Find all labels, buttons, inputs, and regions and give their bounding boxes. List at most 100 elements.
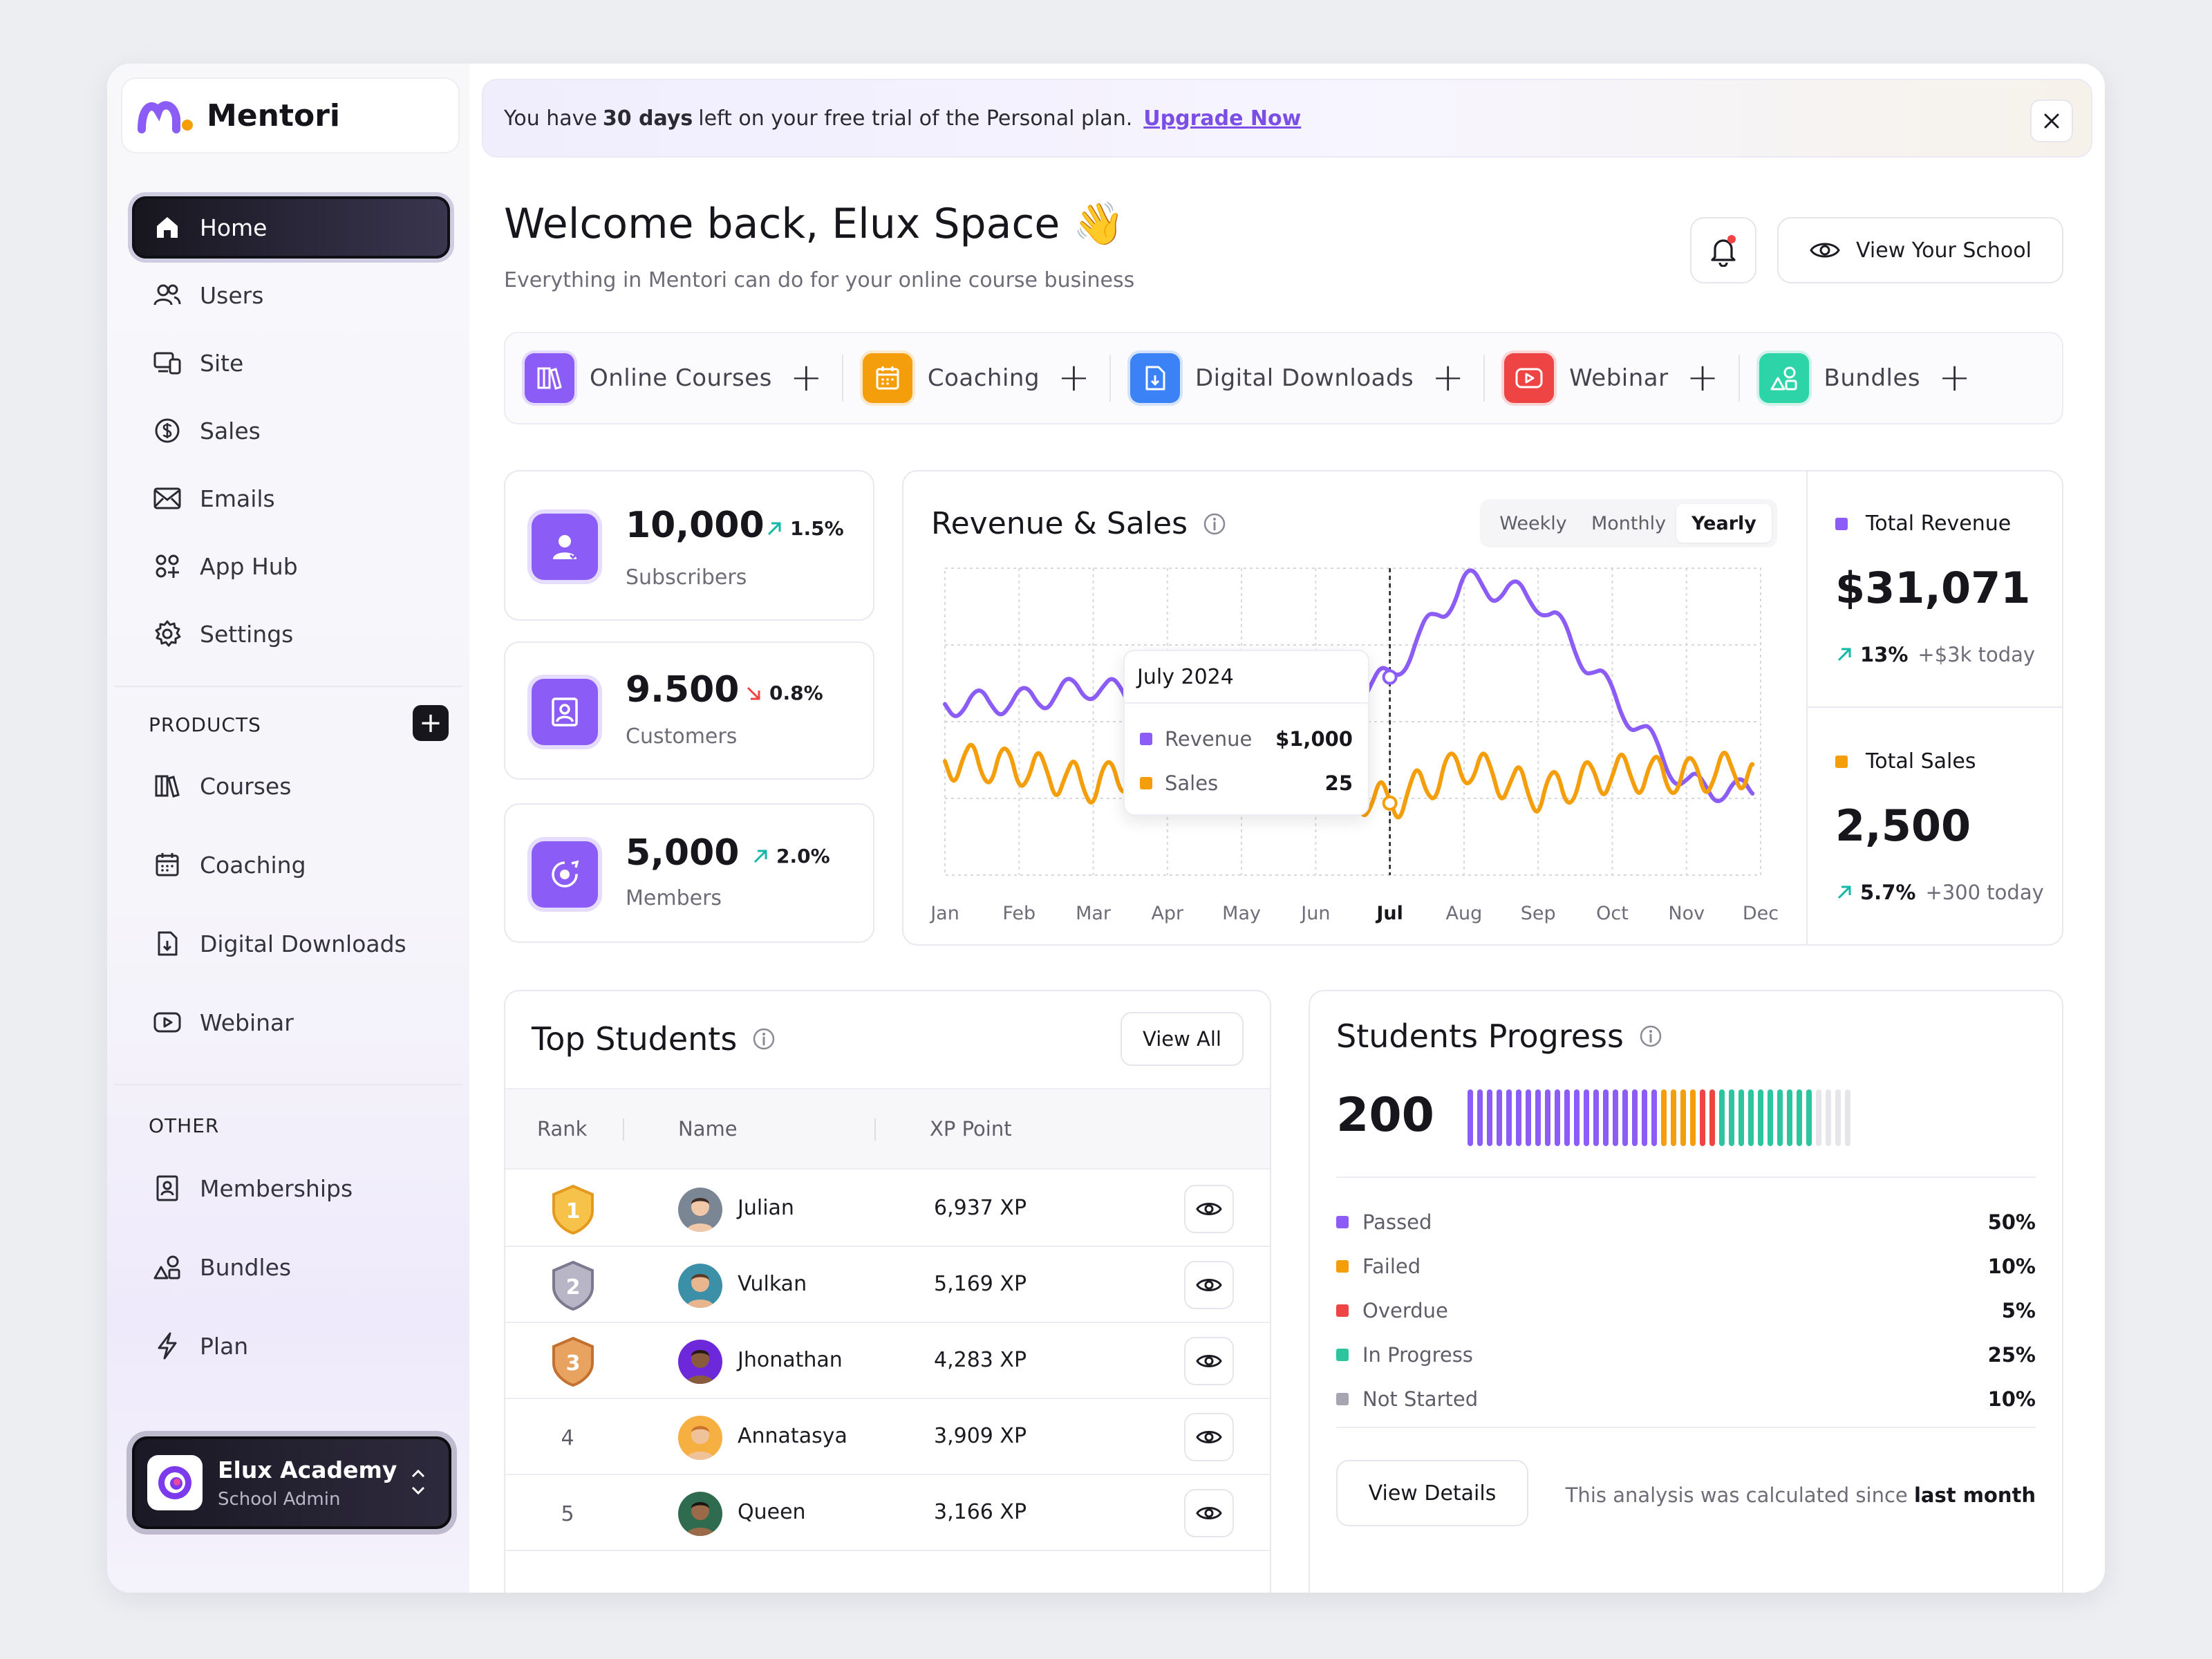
arrow-up-right-icon [753, 850, 767, 863]
x-tick-label: Aug [1446, 903, 1483, 924]
table-row[interactable]: 1 Julian 6,937 XP [505, 1171, 1270, 1247]
stat-card-subscribers[interactable]: 10,000 1.5% Subscribers [504, 470, 874, 621]
view-student-button[interactable] [1184, 1413, 1234, 1461]
quick-create-bar: Online Courses + Coaching + Digital Download… [504, 332, 2063, 424]
eye-icon [1196, 1507, 1222, 1519]
view-student-button[interactable] [1184, 1185, 1234, 1233]
tooltip-sales-value: 25 [1324, 771, 1353, 795]
video-icon [1504, 353, 1555, 403]
column-xp[interactable]: XP Point [930, 1117, 1012, 1141]
calendar-icon [151, 849, 183, 881]
column-name[interactable]: Name [678, 1117, 738, 1141]
sidebar-item-home[interactable]: Home [132, 196, 450, 259]
plus-icon: + [1432, 355, 1465, 400]
view-all-button[interactable]: View All [1121, 1012, 1244, 1066]
quick-add-online-courses[interactable]: Online Courses + [505, 333, 842, 423]
arrow-up-right-icon [1837, 885, 1851, 899]
table-row[interactable]: 3 Jhonathan 4,283 XP [505, 1323, 1270, 1399]
stat-change-pct: 1.5% [790, 517, 844, 540]
medal-rank-text: 1 [566, 1199, 581, 1224]
view-school-button[interactable]: View Your School [1777, 217, 2063, 283]
sidebar-item-bundles[interactable]: Bundles [132, 1230, 450, 1304]
progress-bar-segment [1516, 1089, 1521, 1146]
mentori-logo-icon [138, 101, 193, 133]
notifications-button[interactable] [1690, 217, 1756, 283]
progress-bar-segment [1797, 1089, 1802, 1146]
quick-add-label: Digital Downloads [1194, 364, 1414, 392]
quick-add-label: Coaching [927, 364, 1040, 392]
sidebar-item-emails[interactable]: Emails [132, 467, 450, 529]
quick-add-webinar[interactable]: Webinar + [1485, 333, 1738, 423]
close-banner-button[interactable] [2030, 100, 2073, 142]
sidebar-item-webinar[interactable]: Webinar [132, 986, 450, 1059]
stat-card-members[interactable]: 5,000 2.0% Members [504, 803, 874, 943]
add-product-button[interactable]: + [413, 705, 449, 741]
page-title: Welcome back, Elux Space 👋 [504, 199, 1125, 248]
legend-pct: 5% [2001, 1299, 2036, 1322]
info-icon[interactable] [1639, 1024, 1662, 1048]
analysis-note-text: This analysis was calculated since [1565, 1483, 1908, 1507]
avatar [678, 1264, 722, 1308]
account-switcher[interactable]: Elux Academy School Admin [132, 1436, 451, 1529]
info-icon[interactable] [752, 1027, 776, 1051]
progress-bar-segment [1642, 1089, 1647, 1146]
arrow-up-right-icon [1837, 648, 1851, 662]
dollar-icon [151, 415, 183, 447]
progress-bar-segment [1748, 1089, 1754, 1146]
mail-icon [151, 482, 183, 514]
quick-add-bundles[interactable]: Bundles + [1740, 333, 1991, 423]
column-rank[interactable]: Rank [537, 1117, 588, 1141]
legend-label: Overdue [1362, 1299, 1448, 1322]
student-xp: 5,169 XP [934, 1272, 1027, 1296]
progress-bar-segment [1477, 1089, 1483, 1146]
sidebar-item-memberships[interactable]: Memberships [132, 1152, 450, 1225]
sidebar-item-app-hub[interactable]: App Hub [132, 535, 450, 597]
top-students-title-text: Top Students [532, 1020, 738, 1058]
avatar [678, 1188, 722, 1232]
view-student-button[interactable] [1184, 1489, 1234, 1537]
x-tick-label: Mar [1076, 903, 1112, 924]
table-row[interactable]: 4 Annatasya 3,909 XP [505, 1399, 1270, 1475]
sidebar-item-site[interactable]: Site [132, 332, 450, 394]
view-student-button[interactable] [1184, 1261, 1234, 1309]
sidebar-item-users[interactable]: Users [132, 264, 450, 326]
legend-label: Failed [1362, 1255, 1421, 1278]
period-yearly[interactable]: Yearly [1676, 504, 1772, 543]
info-icon[interactable] [1203, 512, 1226, 536]
x-tick-label: Jun [1300, 903, 1330, 924]
sidebar-item-sales[interactable]: Sales [132, 400, 450, 462]
sidebar-item-plan[interactable]: Plan [132, 1309, 450, 1382]
avatar [678, 1340, 722, 1384]
sidebar-item-label: Sales [200, 417, 261, 444]
progress-bar-segment [1622, 1089, 1628, 1146]
stat-card-customers[interactable]: 9.500 0.8% Customers [504, 641, 874, 780]
progress-bar-segment [1816, 1089, 1821, 1146]
upgrade-now-link[interactable]: Upgrade Now [1143, 106, 1302, 131]
period-weekly[interactable]: Weekly [1499, 512, 1567, 534]
eye-icon [1196, 1203, 1222, 1215]
brand-logo-box[interactable]: Mentori [121, 77, 460, 153]
stat-change: 0.8% [744, 682, 823, 704]
view-details-button[interactable]: View Details [1336, 1460, 1528, 1526]
sidebar-item-coaching[interactable]: Coaching [132, 828, 450, 901]
view-student-button[interactable] [1184, 1337, 1234, 1385]
tooltip-revenue-value: $1,000 [1275, 727, 1353, 751]
table-row[interactable]: 5 Queen 3,166 XP [505, 1475, 1270, 1551]
quick-add-coaching[interactable]: Coaching + [843, 333, 1109, 423]
quick-add-digital-downloads[interactable]: Digital Downloads + [1111, 333, 1483, 423]
total-sales-value: 2,500 [1835, 800, 1971, 851]
total-sales-label-text: Total Sales [1866, 749, 1976, 774]
progress-bar-segment [1535, 1089, 1541, 1146]
sidebar-item-settings[interactable]: Settings [132, 603, 450, 665]
students-total: 200 [1336, 1088, 1434, 1143]
table-row[interactable]: 2 Vulkan 5,169 XP [505, 1247, 1270, 1323]
sidebar-item-courses[interactable]: Courses [132, 749, 450, 823]
total-sales-change: 5.7% +300 today [1835, 881, 2044, 904]
stat-label: Subscribers [626, 565, 747, 590]
tooltip-sales-label: Sales [1165, 771, 1219, 795]
sidebar-item-digital-downloads[interactable]: Digital Downloads [132, 907, 450, 980]
period-monthly[interactable]: Monthly [1591, 512, 1667, 534]
x-tick-label: Sep [1521, 903, 1556, 924]
sidebar-item-label: Memberships [200, 1174, 353, 1202]
academy-logo-icon [147, 1455, 203, 1510]
